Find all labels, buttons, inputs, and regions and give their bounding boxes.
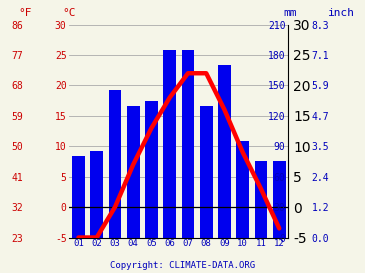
Text: mm: mm [284, 8, 297, 18]
Bar [237, 141, 249, 238]
Bar [90, 151, 103, 238]
Text: Copyright: CLIMATE-DATA.ORG: Copyright: CLIMATE-DATA.ORG [110, 261, 255, 270]
Bar [200, 106, 212, 238]
Bar [127, 106, 139, 238]
Bar [145, 101, 158, 238]
Bar [218, 65, 231, 238]
Bar [109, 90, 121, 238]
Text: inch: inch [328, 8, 355, 18]
Text: °C: °C [63, 8, 76, 18]
Bar [182, 50, 195, 238]
Bar [72, 156, 85, 238]
Bar [255, 161, 267, 238]
Bar [164, 50, 176, 238]
Text: °F: °F [19, 8, 32, 18]
Bar [273, 161, 285, 238]
